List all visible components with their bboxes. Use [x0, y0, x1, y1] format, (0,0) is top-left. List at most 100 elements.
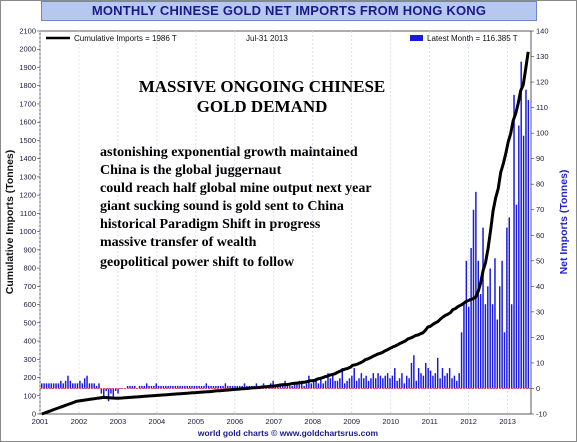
bar [110, 388, 112, 394]
bar [160, 385, 162, 389]
bar [322, 383, 324, 389]
bar [162, 385, 165, 389]
bar [219, 385, 222, 389]
bar [153, 385, 155, 389]
right-tick-label: 60 [536, 231, 544, 240]
bar [241, 385, 243, 389]
bar [114, 388, 117, 392]
bar [465, 260, 468, 389]
bar [188, 385, 191, 389]
bar [367, 380, 370, 389]
bar [358, 378, 360, 389]
x-tick-label: 2002 [71, 417, 88, 426]
bar [157, 385, 160, 389]
bar [515, 204, 518, 389]
bar [491, 304, 494, 389]
bar [43, 383, 45, 389]
bar [79, 380, 81, 389]
bar [143, 385, 146, 389]
x-tick-label: 2001 [32, 417, 49, 426]
x-tick-label: 2005 [188, 417, 205, 426]
bar [513, 94, 515, 389]
bar [176, 385, 179, 389]
annotation-2: China is the global juggernaut [100, 163, 282, 178]
bar [174, 385, 177, 389]
left-axis-title: Cumulative Imports (Tonnes) [4, 150, 16, 294]
legend-cumulative-label: Cumulative Imports = 1986 T [74, 34, 177, 43]
bar [439, 378, 441, 389]
bar [501, 260, 503, 389]
x-tick-label: 2006 [226, 417, 243, 426]
x-tick-label: 2003 [110, 417, 127, 426]
bar [484, 304, 487, 389]
bar [518, 125, 520, 389]
bar [353, 368, 355, 389]
cumulative-imports-line [41, 51, 530, 416]
x-tick-label: 2007 [265, 417, 282, 426]
bar [74, 383, 76, 389]
bar [341, 368, 344, 389]
left-tick-label: 1800 [19, 81, 36, 90]
bar [91, 383, 93, 389]
bar [487, 286, 489, 389]
bar [503, 332, 506, 389]
bar [475, 191, 477, 389]
bar [374, 378, 377, 389]
bar [150, 385, 153, 389]
bar [112, 388, 115, 399]
right-tick-label: 120 [536, 78, 549, 87]
right-tick-label: 100 [536, 129, 549, 138]
x-tick-label: 2012 [460, 417, 477, 426]
left-tick-label: 1900 [19, 63, 36, 72]
bar [434, 373, 437, 389]
bar [382, 378, 384, 389]
left-axis-ticks: 0 100 200 300 400 500 600 700 800 900 1000 1100 1200… [19, 27, 40, 419]
bar [320, 378, 322, 389]
bar [100, 388, 103, 394]
bar [119, 388, 122, 390]
left-tick-label: 1200 [19, 191, 36, 200]
bar [165, 385, 167, 389]
bar [391, 375, 394, 389]
bar [293, 383, 296, 389]
bar [291, 385, 293, 389]
bar [145, 383, 148, 389]
bar [60, 380, 62, 389]
bar [334, 380, 336, 389]
bar [456, 380, 458, 389]
bar [451, 378, 453, 389]
x-tick-label: 2011 [422, 417, 438, 426]
bar [129, 385, 131, 389]
bar [210, 385, 212, 389]
right-axis-ticks: -10 0 10 20 30 40 50 60 70 80 90 100 110 120 130 140 [531, 27, 549, 419]
bar [489, 268, 491, 389]
bar [138, 385, 141, 389]
bar [453, 375, 456, 389]
left-tick-label: 1100 [20, 209, 36, 218]
bar [389, 378, 391, 389]
bar [432, 375, 434, 389]
bar [410, 362, 413, 389]
bar [312, 380, 315, 389]
bar [422, 375, 425, 389]
left-tick-label: 1700 [19, 99, 36, 108]
bar [191, 385, 193, 389]
left-tick-label: 1500 [19, 136, 36, 145]
bar [172, 385, 174, 389]
bar [315, 378, 317, 389]
left-tick-label: 700 [23, 282, 36, 291]
bar [446, 373, 448, 389]
bar [441, 368, 444, 389]
bar [107, 388, 110, 402]
bar [289, 385, 291, 389]
bar [64, 380, 67, 389]
bar [277, 385, 279, 389]
bar [81, 383, 84, 389]
bar [45, 383, 48, 389]
right-tick-label: 70 [536, 205, 544, 214]
bar [343, 383, 346, 389]
left-tick-label: 1600 [19, 118, 36, 127]
bar [215, 385, 217, 389]
bar [339, 378, 341, 389]
bar [522, 135, 525, 389]
